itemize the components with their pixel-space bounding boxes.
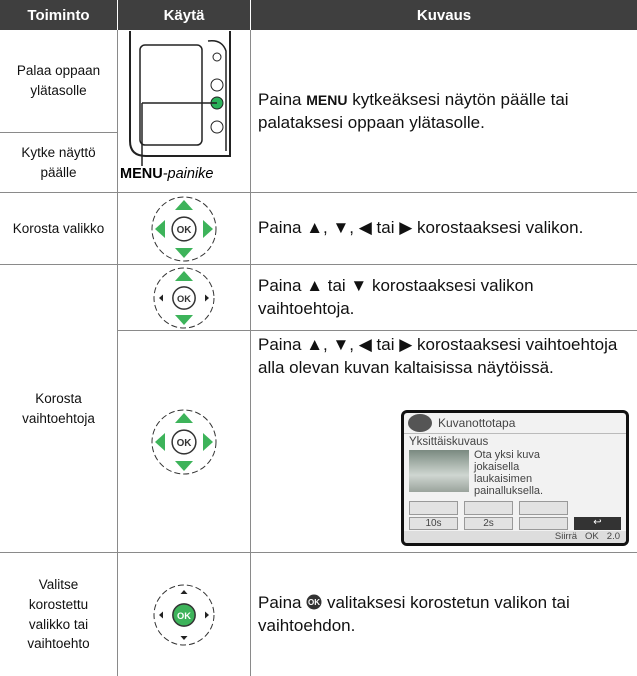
ok-icon: OK (306, 594, 322, 610)
rule (117, 30, 118, 676)
label: -painike (162, 166, 214, 182)
timer: 10s (409, 517, 458, 530)
rule (0, 264, 637, 265)
multi-selector: OK (117, 331, 250, 552)
footer: Siirrä OK 2.0 (404, 531, 626, 543)
timer: 2s (464, 517, 513, 530)
multi-selector: OK (117, 265, 250, 330)
rule (0, 552, 637, 553)
footer-item: 2.0 (606, 531, 620, 542)
svg-text:OK: OK (308, 598, 320, 607)
rule (117, 330, 637, 331)
text: kytkeäksesi näytön päälle tai palatakses… (258, 89, 569, 132)
key: MENU (306, 91, 348, 108)
icon (408, 414, 432, 432)
header-cell: Käytä (118, 0, 250, 30)
photo (409, 450, 469, 492)
text: Paina (258, 89, 302, 109)
dpad: OK (153, 584, 214, 645)
description: Paina MENU kytkeäksesi näytön päälle tai… (250, 31, 637, 192)
camera-illustration (129, 31, 231, 166)
svg-text:OK: OK (177, 294, 191, 304)
screen-title: Kuvanottotapa (404, 413, 626, 434)
dpad: OK (153, 267, 214, 328)
function: Palaa oppaan ylätasolle (16, 63, 101, 98)
camera-screen: Kuvanottotapa Yksittäiskuvaus Ota yksi k… (401, 410, 629, 546)
dpad: OK (151, 196, 216, 261)
header-cell: Kuvaus (251, 0, 637, 30)
description: Paina ▲, ▼, ◀ tai ▶ korostaaksesi valiko… (258, 218, 584, 238)
rule (0, 132, 117, 133)
rule (250, 30, 251, 676)
dpad: OK (151, 409, 216, 474)
svg-text:OK: OK (176, 438, 192, 449)
function: Korosta vaihtoehtoja (22, 390, 95, 426)
key: MENU (120, 166, 163, 182)
multi-selector: OK (117, 193, 250, 264)
option-row (409, 501, 621, 515)
svg-text:OK: OK (177, 611, 191, 621)
text: Paina (258, 592, 302, 612)
function: Korosta valikko (12, 220, 105, 236)
svg-text:OK: OK (176, 225, 192, 236)
option-row: 10s 2s ↩ (409, 517, 621, 530)
mode: Yksittäiskuvaus (409, 436, 489, 448)
description: Paina ▲, ▼, ◀ tai ▶ korostaaksesi vaihto… (258, 335, 618, 377)
multi-selector: OK (117, 553, 250, 676)
footer-item: OK (585, 531, 599, 542)
text: valitaksesi korostetun valikon tai vaiht… (258, 592, 570, 635)
description: Paina ▲ tai ▼ korostaaksesi valikon vaih… (258, 275, 534, 318)
function: Kytke näyttö päälle (21, 144, 96, 180)
header-cell: Toiminto (0, 0, 117, 30)
description: Paina OK valitaksesi korostetun valikon … (250, 553, 637, 676)
help: Ota yksi kuva jokaisella laukaisimen pai… (474, 449, 544, 498)
function: Valitse korostettu valikko tai vaihtoeht… (27, 577, 90, 652)
rule (0, 192, 637, 193)
footer-item: Siirrä (554, 531, 578, 542)
button-label: MENU-painike (120, 166, 213, 182)
